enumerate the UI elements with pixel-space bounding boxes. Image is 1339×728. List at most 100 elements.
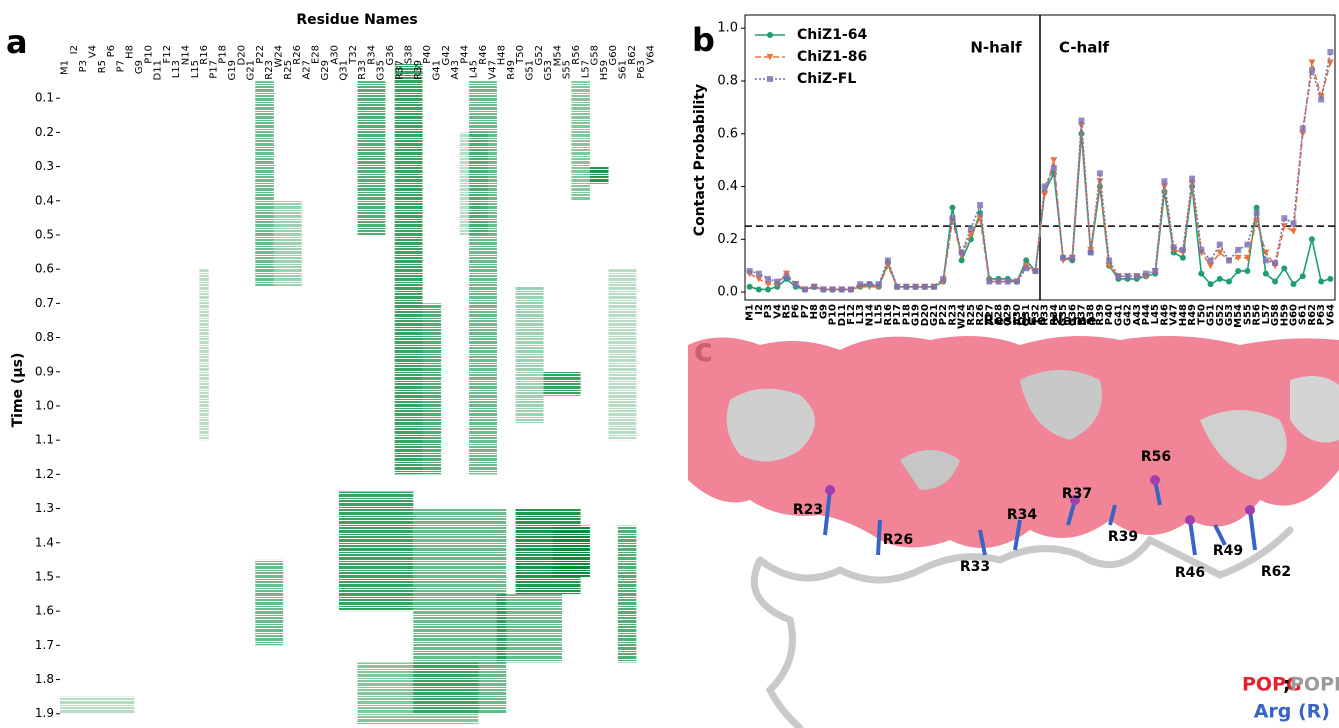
data-point xyxy=(848,286,855,293)
residue-label: R56 xyxy=(1141,449,1171,465)
x-tick-label: P10 xyxy=(828,304,839,325)
x-tick-label: R46 xyxy=(1159,304,1170,326)
x-tick-label: R26 xyxy=(292,45,303,65)
x-tick-label: M1 xyxy=(60,60,71,75)
legend-label: ChiZ1-86 xyxy=(797,49,867,65)
contact-block xyxy=(394,64,423,475)
x-tick-label: T50 xyxy=(1196,304,1207,325)
contact-block xyxy=(608,269,637,441)
y-tick-label: 1.4 xyxy=(35,535,54,549)
data-point xyxy=(958,249,965,256)
data-point xyxy=(1161,178,1168,185)
x-tick-label: R37 xyxy=(394,60,405,80)
x-tick-label: G21 xyxy=(246,60,257,80)
x-tick-label: P22 xyxy=(938,304,949,325)
data-point xyxy=(1050,165,1057,172)
x-tick-label: R34 xyxy=(366,45,377,65)
data-point xyxy=(755,270,762,277)
data-point xyxy=(1050,157,1058,164)
data-point xyxy=(857,281,864,288)
data-point xyxy=(1216,275,1223,282)
data-point xyxy=(746,267,753,274)
x-tick-label: A27 xyxy=(984,304,995,326)
data-point xyxy=(746,283,753,290)
data-point xyxy=(1216,249,1224,256)
x-tick-label: P10 xyxy=(143,45,154,64)
x-tick-label: S61 xyxy=(617,60,628,79)
data-point xyxy=(811,283,818,290)
x-tick-label: P7 xyxy=(800,304,811,318)
x-tick-label: A43 xyxy=(450,60,461,80)
residue-label: R49 xyxy=(1213,543,1243,559)
x-tick-label: G53 xyxy=(543,60,554,80)
y-tick-label: 0.4 xyxy=(35,193,54,207)
data-point xyxy=(940,275,947,282)
data-point xyxy=(967,225,974,232)
contact-block xyxy=(589,166,609,184)
data-point xyxy=(1281,265,1288,272)
y-tick-label: 1.0 xyxy=(35,398,54,412)
x-tick-label: F12 xyxy=(846,304,857,325)
y-tick-label: 0.6 xyxy=(717,126,738,141)
x-tick-label: G52 xyxy=(534,45,545,65)
y-tick-label: 0.5 xyxy=(35,227,54,241)
residue-label: R46 xyxy=(1175,565,1205,581)
x-tick-label: G51 xyxy=(524,60,535,80)
data-point xyxy=(903,283,910,290)
y-tick-label: 1.9 xyxy=(35,706,54,720)
x-tick-label: D11 xyxy=(153,60,164,80)
x-tick-label: G42 xyxy=(1123,304,1134,326)
data-point xyxy=(1318,278,1325,285)
contact-block xyxy=(571,81,590,201)
legend-label: ChiZ-FL xyxy=(797,71,856,87)
data-point xyxy=(1207,262,1215,270)
x-tick-label: S55 xyxy=(1242,304,1253,325)
y-tick-label: 0.8 xyxy=(717,73,738,88)
x-tick-label: D11 xyxy=(837,304,848,326)
data-point xyxy=(1023,265,1030,272)
x-tick-label: G58 xyxy=(1270,304,1281,326)
data-point xyxy=(765,286,772,293)
y-tick-label: 0.7 xyxy=(35,296,54,310)
data-point xyxy=(1216,241,1223,248)
x-tick-label: M1 xyxy=(745,304,756,321)
x-tick-label: R46 xyxy=(478,45,489,65)
x-tick-label: P17 xyxy=(208,60,219,79)
contact-block xyxy=(357,662,479,724)
membrane-illustration xyxy=(688,336,1339,728)
data-point xyxy=(1290,228,1298,235)
x-tick-label: P44 xyxy=(459,45,470,64)
x-tick-label: L57 xyxy=(1261,304,1272,324)
x-tick-label: S55 xyxy=(562,60,573,79)
x-tick-label: L45 xyxy=(1150,304,1161,324)
data-point xyxy=(820,286,827,293)
data-point xyxy=(1106,257,1113,264)
y-tick-label: 1.7 xyxy=(35,638,54,652)
legend-label: ; xyxy=(1283,674,1291,696)
contact-block xyxy=(273,200,302,287)
data-point xyxy=(1041,191,1049,198)
y-tick-label: 1.5 xyxy=(35,569,54,583)
x-tick-label: G21 xyxy=(929,304,940,326)
data-point xyxy=(875,281,882,288)
data-point xyxy=(1133,273,1140,280)
x-tick-label: G53 xyxy=(1224,304,1235,326)
x-tick-label: P63 xyxy=(636,60,647,79)
data-point xyxy=(1290,220,1297,227)
x-tick-label: M54 xyxy=(552,45,563,66)
residue-label: R26 xyxy=(883,532,913,548)
data-point xyxy=(949,204,956,211)
data-point xyxy=(1198,270,1205,277)
y-axis-title: Contact Probability xyxy=(692,84,708,236)
series-line xyxy=(749,51,1332,291)
x-tick-label: N14 xyxy=(181,45,192,65)
panel-label: a xyxy=(6,23,28,61)
x-tick-label: R23 xyxy=(264,60,275,80)
data-point xyxy=(1253,209,1260,216)
x-tick-label: T32 xyxy=(348,45,359,65)
data-point xyxy=(1299,125,1306,132)
x-tick-label: P18 xyxy=(218,45,229,64)
data-point xyxy=(930,283,937,290)
x-tick-label: P63 xyxy=(1316,304,1327,325)
